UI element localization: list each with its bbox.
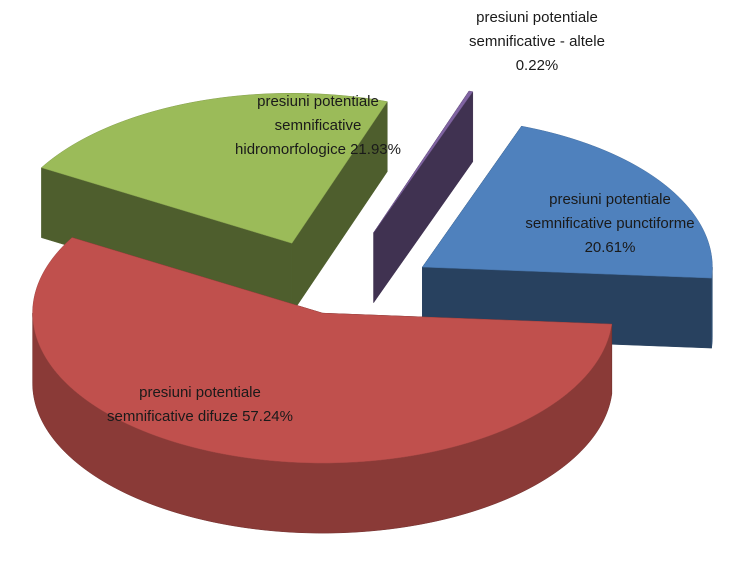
data-label: presiuni potentiale semnificative hidrom… (233, 90, 403, 162)
category-label: presiuni potentiale semnificative - alte… (469, 9, 605, 50)
slice (373, 90, 474, 233)
data-label: presiuni potentiale semnificative difuze… (100, 381, 300, 429)
slice (32, 237, 613, 464)
data-label: presiuni potentiale semnificative - alte… (447, 6, 627, 78)
slice (40, 92, 388, 244)
slice-wall (711, 267, 713, 349)
category-label: presiuni potentiale semnificative puncti… (525, 191, 695, 232)
category-label: presiuni potentiale semnificative difuze (107, 384, 261, 425)
data-label: presiuni potentiale semnificative puncti… (510, 188, 710, 260)
category-label: presiuni potentiale semnificative hidrom… (235, 93, 379, 158)
value-label: 0.22% (515, 57, 559, 74)
value-label: 57.24% (242, 408, 293, 425)
value-label: 21.93% (350, 141, 401, 158)
value-label: 20.61% (584, 239, 636, 256)
slice (421, 125, 713, 279)
